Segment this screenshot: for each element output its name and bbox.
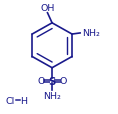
Text: Cl: Cl [6,96,15,105]
Text: NH₂: NH₂ [43,91,61,100]
Text: OH: OH [40,4,55,13]
Text: O: O [59,76,67,85]
Text: S: S [48,76,56,86]
Text: NH₂: NH₂ [82,29,100,38]
Text: O: O [37,76,45,85]
Text: H: H [20,96,27,105]
